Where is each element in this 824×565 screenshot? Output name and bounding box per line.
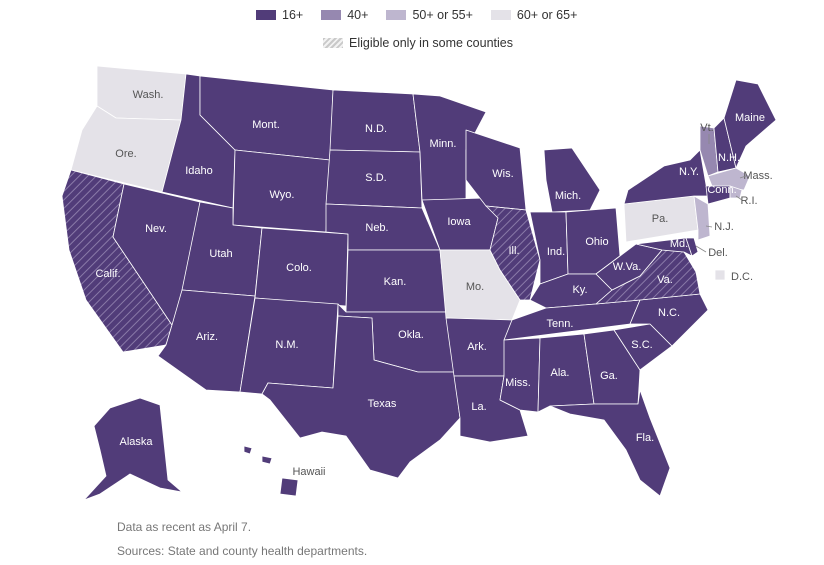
label-dc: D.C. [731,271,753,283]
leader-ma [739,175,747,179]
label-wi: Wis. [492,168,513,180]
label-la: La. [471,401,486,413]
label-ct: Conn. [707,184,736,196]
label-al: Ala. [551,367,570,379]
label-sd: S.D. [365,172,386,184]
label-ne: Neb. [365,222,388,234]
legend-label-40: 40+ [347,8,369,22]
legend-label-50-55: 50+ or 55+ [412,8,473,22]
state-md[interactable] [635,237,693,257]
state-labels: Wash. Ore. Calif. Nev. Idaho Mont. Wyo. … [95,89,772,478]
label-wa: Wash. [133,89,164,101]
label-nh: N.H. [718,152,740,164]
map-notes: Data as recent as April 7. Sources: Stat… [117,515,367,563]
label-ar: Ark. [467,341,487,353]
legend-hatch-label: Eligible only in some counties [349,36,513,50]
label-ga: Ga. [600,370,618,382]
label-me: Maine [735,112,765,124]
leader-ri [735,195,743,201]
state-nj[interactable] [693,195,711,241]
label-md: Md. [670,238,688,250]
legend-swatch-16 [256,10,276,20]
map-legend: 16+ 40+ 50+ or 55+ 60+ or 65+ Eligible o… [0,8,824,52]
label-nj: N.J. [714,221,734,233]
label-vt: Vt. [700,122,713,134]
legend-item-60-65: 60+ or 65+ [490,8,578,22]
label-nd: N.D. [365,123,387,135]
state-tx[interactable] [261,315,461,479]
label-nm: N.M. [275,339,298,351]
label-az: Ariz. [196,331,218,343]
state-fl[interactable] [549,389,671,497]
label-mi: Mich. [555,190,581,202]
state-nd[interactable] [329,89,421,153]
label-fl: Fla. [636,432,654,444]
state-vt[interactable] [699,125,719,177]
label-va: Va. [657,274,673,286]
label-ia: Iowa [447,216,471,228]
label-tn: Tenn. [547,318,574,330]
legend-swatch-40 [321,10,342,20]
label-ri: R.I. [740,195,757,207]
label-wv: W.Va. [613,261,642,273]
label-id: Idaho [185,165,213,177]
state-ms[interactable] [499,337,541,413]
leader-nj [705,225,713,228]
state-ny[interactable] [623,149,709,205]
label-ak: Alaska [119,436,153,448]
data-date-note: Data as recent as April 7. [117,520,252,534]
legend-swatch-60-65 [490,10,511,20]
label-ca: Calif. [95,268,120,280]
legend-item-16: 16+ [256,8,303,22]
legend-hatch-swatch [323,38,343,48]
label-oh: Ohio [585,236,608,248]
state-hi[interactable] [243,445,299,497]
state-de[interactable] [685,237,699,257]
label-mn: Minn. [430,138,457,150]
label-hi: Hawaii [292,466,325,478]
legend-hatch-row: Eligible only in some counties [323,36,531,50]
legend-item-50-55: 50+ or 55+ [386,8,473,22]
label-leader-lines [695,134,747,253]
state-mi[interactable] [543,147,601,213]
legend-swatch-50-55 [386,10,407,20]
state-ma[interactable] [707,167,751,191]
legend-label-60-65: 60+ or 65+ [516,8,578,22]
label-in: Ind. [547,246,565,258]
label-ok: Okla. [398,329,424,341]
label-nv: Nev. [145,223,167,235]
legend-item-hatched: Eligible only in some counties [323,36,513,50]
label-or: Ore. [115,148,136,160]
state-dc[interactable] [714,269,726,281]
label-ks: Kan. [384,276,407,288]
label-co: Colo. [286,262,312,274]
state-ri[interactable] [729,185,743,199]
label-ma: Mass. [743,170,772,182]
label-pa: Pa. [652,213,669,225]
label-tx: Texas [368,398,397,410]
legend-item-40: 40+ [321,8,368,22]
label-il: Ill. [509,245,520,257]
state-shapes [61,65,777,501]
label-ms: Miss. [505,377,531,389]
label-nc: N.C. [658,307,680,319]
state-il[interactable] [485,205,541,301]
sources-note: Sources: State and county health departm… [117,544,368,558]
label-ky: Ky. [572,284,587,296]
label-wy: Wyo. [270,189,295,201]
label-ut: Utah [209,248,232,260]
label-de: Del. [708,247,728,259]
label-ny: N.Y. [679,166,699,178]
legend-color-row: 16+ 40+ 50+ or 55+ 60+ or 65+ [256,8,595,22]
label-mo: Mo. [466,281,484,293]
label-sc: S.C. [631,339,652,351]
label-mt: Mont. [252,119,280,131]
state-ak[interactable] [83,397,183,501]
legend-label-16: 16+ [282,8,304,22]
leader-de [695,245,707,253]
